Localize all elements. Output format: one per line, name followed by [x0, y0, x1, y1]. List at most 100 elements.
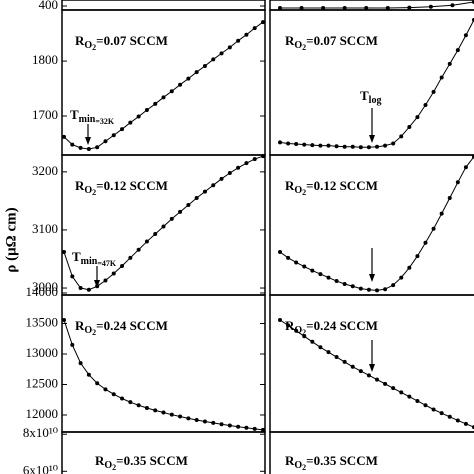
data-point [463, 33, 468, 38]
data-point [318, 345, 323, 350]
data-point [439, 75, 444, 80]
data-point [342, 6, 347, 10]
data-point [169, 216, 174, 221]
panel-label-part: 2 [302, 328, 306, 337]
data-point [202, 419, 207, 424]
data-point [120, 127, 125, 132]
data-point [399, 275, 404, 280]
data-point [447, 414, 452, 419]
data-point [463, 421, 468, 426]
panel-frame [269, 431, 474, 474]
data-point [70, 142, 75, 147]
data-point [219, 422, 224, 427]
data-point [194, 195, 199, 200]
data-point [244, 161, 249, 166]
data-point [447, 61, 452, 66]
data-point [399, 134, 404, 139]
data-point [326, 143, 331, 148]
data-point [252, 26, 257, 31]
panel-label-part: =0.35 SCCM [116, 453, 188, 468]
data-point [431, 226, 436, 231]
data-point [310, 268, 315, 273]
panel-label-part: =0.35 SCCM [306, 453, 378, 468]
data-point [144, 405, 149, 410]
data-point [431, 407, 436, 412]
data-point [244, 425, 249, 430]
data-point [407, 124, 412, 129]
y-tick-label: 6x10¹⁰ [23, 462, 58, 474]
data-point [423, 103, 428, 108]
data-point [103, 387, 108, 392]
data-point [391, 141, 396, 146]
data-point [120, 396, 125, 401]
data-point [227, 171, 232, 176]
data-point [407, 394, 412, 399]
data-point [178, 209, 183, 214]
data-point [202, 64, 207, 69]
data-point [385, 6, 390, 10]
data-point [463, 165, 468, 170]
y-axis-label: ρ (μΩ cm) [3, 207, 19, 272]
data-line [63, 155, 264, 291]
data-line [280, 1, 474, 9]
data-point [391, 386, 396, 391]
data-point [169, 89, 174, 94]
panel-label-part: 2 [112, 463, 116, 472]
data-point [318, 272, 323, 277]
data-point [78, 286, 83, 291]
data-point [161, 224, 166, 229]
data-point [236, 38, 241, 43]
data-line [279, 156, 474, 291]
panel-label: RO2=0.07 SCCM [285, 33, 378, 52]
panel-label: RO2=0.35 SCCM [95, 453, 188, 472]
panel-label-part: R [285, 453, 295, 468]
data-point [310, 143, 315, 148]
panel-label: RO2=0.24 SCCM [285, 318, 378, 337]
panel-frame [61, 9, 266, 156]
panel-label-part: =0.07 SCCM [306, 33, 378, 48]
data-point [78, 145, 83, 150]
data-point [211, 57, 216, 62]
arrow-head [369, 135, 375, 143]
data-point [358, 369, 363, 374]
data-point [178, 414, 183, 419]
y-tick-label: 1800 [32, 52, 58, 67]
data-point [286, 141, 291, 146]
annotation: Tmin=47K [72, 249, 117, 268]
data-point [194, 70, 199, 75]
data-point [318, 143, 323, 148]
data-point [431, 89, 436, 94]
data-point [261, 20, 265, 25]
data-point [455, 180, 460, 185]
data-point [383, 143, 388, 148]
data-point [334, 279, 339, 284]
data-point [286, 323, 291, 328]
panel-label-part: R [75, 178, 85, 193]
data-point [286, 255, 291, 260]
data-point [299, 6, 304, 10]
data-point [178, 82, 183, 87]
data-point [383, 287, 388, 292]
data-point [278, 250, 282, 255]
data-point [261, 154, 265, 159]
data-point [95, 145, 100, 150]
data-point [302, 142, 307, 147]
data-point [321, 6, 326, 10]
annotation-part: min [79, 114, 96, 125]
data-point [407, 5, 412, 10]
panel-label-part: R [75, 33, 85, 48]
data-point [128, 120, 133, 125]
data-point [439, 211, 444, 216]
annotation-part: =32K [95, 117, 115, 126]
y-tick-label: 400 [39, 0, 59, 12]
data-point [227, 423, 232, 428]
data-point [236, 165, 241, 170]
data-point [391, 283, 396, 288]
panel-label-part: 2 [302, 188, 306, 197]
annotation-part: T [72, 249, 81, 264]
y-tick-label: 12000 [26, 406, 59, 421]
annotation-part: T [70, 107, 79, 122]
data-point [86, 372, 91, 377]
panel-label-part: =0.24 SCCM [96, 318, 168, 333]
data-point [375, 377, 379, 382]
